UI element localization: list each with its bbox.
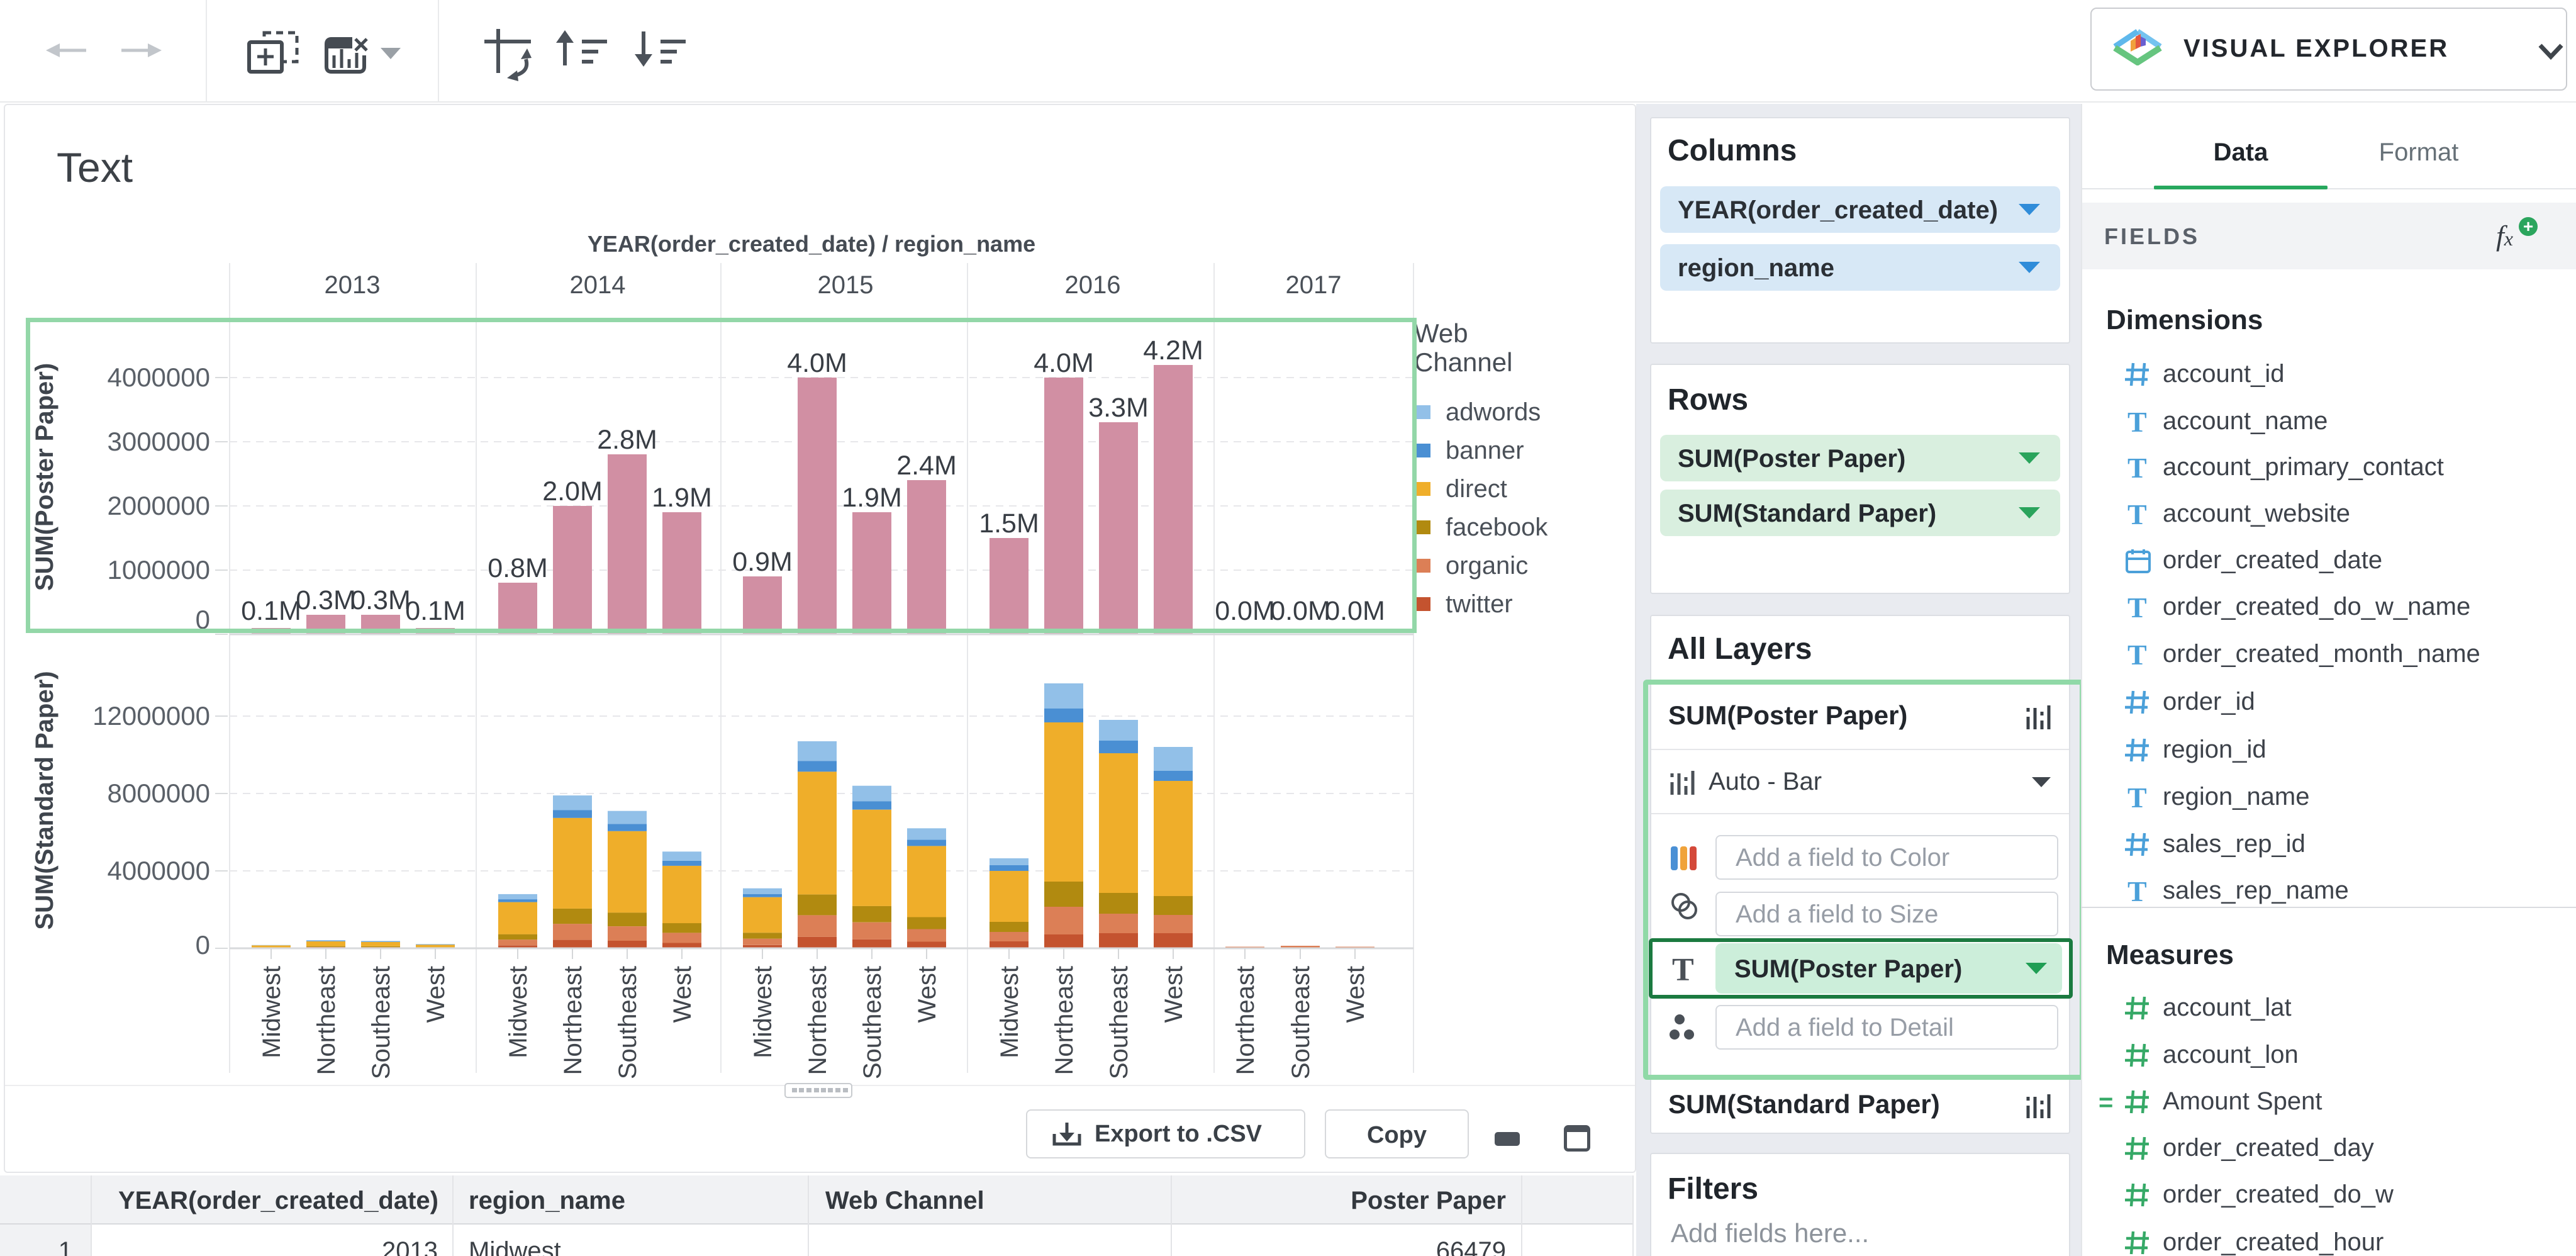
svg-text:SUM(Standard Paper): SUM(Standard Paper) — [31, 671, 59, 929]
svg-text:1000000: 1000000 — [107, 555, 210, 585]
svg-text:2.0M: 2.0M — [542, 476, 603, 507]
svg-text:Midwest: Midwest — [749, 966, 777, 1058]
svg-text:2000000: 2000000 — [107, 491, 210, 520]
svg-text:Southeast: Southeast — [367, 966, 395, 1079]
svg-text:1.9M: 1.9M — [652, 483, 712, 513]
svg-text:4.0M: 4.0M — [787, 348, 847, 378]
svg-text:adwords: adwords — [1446, 398, 1541, 426]
svg-text:Channel: Channel — [1414, 347, 1512, 377]
svg-text:banner: banner — [1446, 437, 1524, 464]
svg-text:Web: Web — [1414, 318, 1468, 348]
svg-text:Northeast: Northeast — [1232, 966, 1259, 1075]
svg-text:8000000: 8000000 — [107, 778, 210, 808]
svg-text:Southeast: Southeast — [859, 966, 886, 1079]
svg-text:0: 0 — [196, 930, 210, 960]
svg-text:0.9M: 0.9M — [732, 547, 793, 577]
svg-text:2014: 2014 — [570, 271, 626, 299]
svg-text:4.2M: 4.2M — [1143, 335, 1203, 366]
svg-text:Southeast: Southeast — [1105, 966, 1133, 1079]
svg-text:West: West — [913, 966, 941, 1023]
svg-text:West: West — [422, 966, 450, 1023]
svg-text:Northeast: Northeast — [559, 966, 587, 1075]
svg-text:0.1M: 0.1M — [241, 596, 301, 626]
svg-text:West: West — [1342, 966, 1369, 1023]
svg-text:organic: organic — [1446, 552, 1528, 580]
svg-text:0.0M: 0.0M — [1325, 596, 1385, 626]
svg-text:3.3M: 3.3M — [1088, 393, 1149, 423]
svg-text:West: West — [669, 966, 696, 1023]
svg-text:YEAR(order_created_date) / reg: YEAR(order_created_date) / region_name — [588, 231, 1035, 257]
svg-text:0.0M: 0.0M — [1270, 596, 1330, 626]
svg-text:4000000: 4000000 — [107, 362, 210, 392]
svg-text:2017: 2017 — [1286, 271, 1342, 299]
svg-text:12000000: 12000000 — [92, 701, 210, 731]
svg-text:2015: 2015 — [818, 271, 874, 299]
svg-text:SUM(Poster Paper): SUM(Poster Paper) — [31, 363, 59, 591]
svg-text:2013: 2013 — [325, 271, 381, 299]
svg-text:4000000: 4000000 — [107, 856, 210, 885]
svg-text:3000000: 3000000 — [107, 427, 210, 456]
svg-text:Southeast: Southeast — [614, 966, 642, 1079]
svg-text:facebook: facebook — [1446, 513, 1548, 541]
svg-text:direct: direct — [1446, 475, 1507, 503]
svg-text:2016: 2016 — [1065, 271, 1121, 299]
svg-text:0.0M: 0.0M — [1215, 596, 1275, 626]
svg-text:West: West — [1160, 966, 1188, 1023]
svg-text:Midwest: Midwest — [505, 966, 532, 1058]
svg-text:Southeast: Southeast — [1287, 966, 1315, 1079]
svg-text:4.0M: 4.0M — [1034, 348, 1094, 378]
svg-text:2.4M: 2.4M — [896, 451, 957, 481]
svg-text:Midwest: Midwest — [258, 966, 286, 1058]
svg-text:1.9M: 1.9M — [842, 483, 902, 513]
svg-text:Midwest: Midwest — [996, 966, 1023, 1058]
svg-text:0.8M: 0.8M — [488, 553, 548, 583]
svg-text:twitter: twitter — [1446, 590, 1513, 618]
svg-text:0.1M: 0.1M — [405, 596, 466, 626]
svg-text:Northeast: Northeast — [804, 966, 832, 1075]
svg-text:1.5M: 1.5M — [979, 508, 1039, 539]
svg-text:0.3M: 0.3M — [296, 585, 356, 615]
svg-text:2.8M: 2.8M — [597, 425, 657, 455]
svg-text:Northeast: Northeast — [1051, 966, 1078, 1075]
svg-text:0.3M: 0.3M — [350, 585, 411, 615]
svg-text:Northeast: Northeast — [313, 966, 340, 1075]
svg-text:0: 0 — [196, 605, 210, 634]
